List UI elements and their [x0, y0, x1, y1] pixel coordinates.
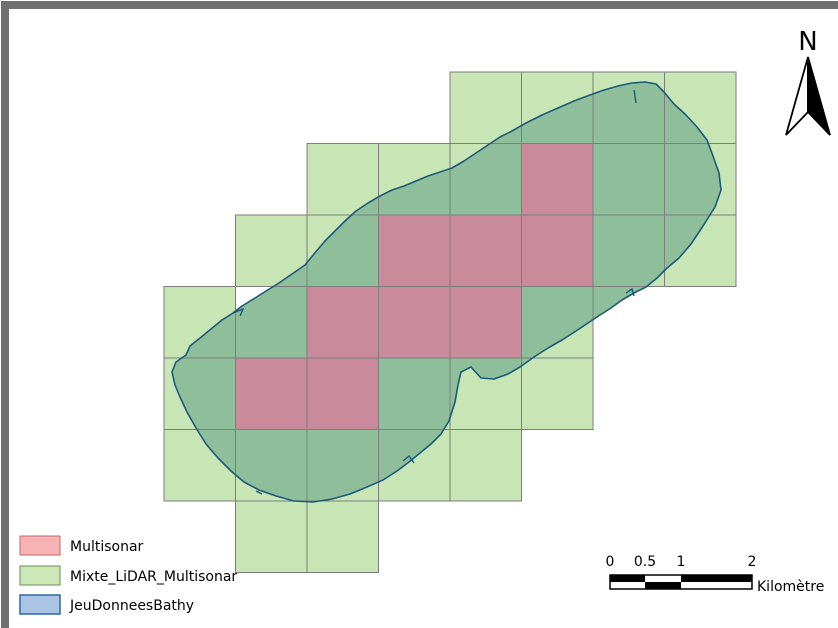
scale-unit: Kilomètre [757, 579, 824, 595]
tile-grid [163, 71, 737, 573]
legend-swatch-bathy [19, 594, 61, 615]
scale-seg-1 [610, 575, 645, 582]
pier-detail [633, 89, 637, 104]
inlet-detail-south [402, 454, 415, 464]
scale-seg-2 [645, 582, 681, 589]
coast-details [232, 89, 637, 495]
inlet-detail-southwest [255, 490, 263, 495]
legend-swatch-multisonar [19, 535, 61, 556]
multisonar-tile [307, 286, 379, 358]
multisonar-tile [378, 286, 450, 358]
scale-tick-1: 1 [677, 554, 686, 570]
legend: Multisonar Mixte_LiDAR_Multisonar JeuDon… [19, 535, 237, 615]
tile-border [306, 357, 379, 430]
mixte-tile [307, 501, 379, 573]
scale-tick-2: 2 [748, 554, 757, 570]
multisonar-tile [450, 286, 522, 358]
tile-border [306, 500, 379, 573]
scale-bar: 0 0.5 1 2 Kilomètre [606, 554, 825, 595]
legend-label-bathy: JeuDonneesBathy [69, 598, 194, 614]
multisonar-tile [307, 358, 379, 430]
legend-label-multisonar: Multisonar [70, 539, 144, 555]
jeudonneesbathy-outline [171, 81, 722, 503]
multisonar-layer [235, 143, 593, 430]
mixte-tile [235, 501, 307, 573]
tile-border [521, 214, 594, 287]
multisonar-tile [521, 215, 593, 287]
tile-border [449, 286, 522, 359]
scale-tick-0-5: 0.5 [634, 554, 656, 570]
tile-border [664, 214, 737, 287]
north-arrow-right-half [807, 56, 831, 136]
legend-label-mixte: Mixte_LiDAR_Multisonar [70, 569, 237, 585]
north-arrow: N [785, 27, 831, 136]
inlet-detail-west [232, 307, 245, 317]
inlet-detail-east [625, 287, 635, 297]
mixte-tile [450, 429, 522, 501]
mixte-tile [521, 358, 593, 430]
legend-swatch-mixte [19, 565, 61, 586]
north-label: N [798, 27, 817, 57]
multisonar-tile [450, 215, 522, 287]
scale-tick-0: 0 [606, 554, 615, 570]
multisonar-tile [521, 143, 593, 215]
tile-border [449, 429, 522, 502]
scale-seg-3 [681, 575, 752, 582]
multisonar-tile [235, 358, 307, 430]
multisonar-tile [378, 215, 450, 287]
tile-border [521, 357, 594, 430]
